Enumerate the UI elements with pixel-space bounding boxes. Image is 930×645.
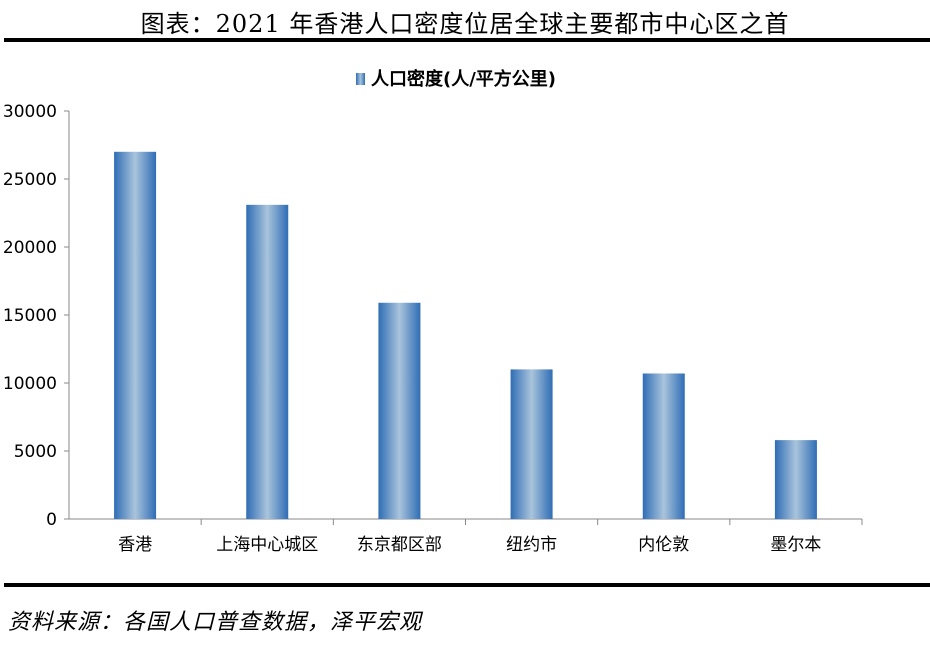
x-tick-label: 东京都区部 [357, 535, 442, 555]
x-tick-label: 纽约市 [506, 535, 557, 555]
y-tick-label: 25000 [3, 170, 57, 190]
bar [246, 204, 289, 519]
bar [378, 302, 421, 519]
x-tick-label: 墨尔本 [770, 535, 821, 555]
bar [510, 369, 553, 519]
y-tick-label: 15000 [3, 306, 57, 326]
legend-swatch [356, 73, 365, 85]
figure-title: 图表：2021 年香港人口密度位居全球主要都市中心区之首 [140, 10, 790, 38]
bottom-rule [4, 583, 930, 587]
y-tick-label: 0 [46, 510, 57, 530]
bar [774, 440, 817, 519]
y-tick-label: 20000 [3, 238, 57, 258]
chart-area: 0 5000 10000 15000 20000 25000 30000 香港 上海中心城区 东京… [0, 42, 930, 583]
y-tick-label: 5000 [14, 442, 57, 462]
y-tick-label: 10000 [3, 374, 57, 394]
x-tick-label: 香港 [118, 535, 152, 555]
y-tick-label: 30000 [3, 102, 57, 122]
x-tick-label: 内伦敦 [638, 535, 689, 555]
bar-chart: 0 5000 10000 15000 20000 25000 30000 香港 上海中心城区 东京… [3, 68, 863, 555]
legend-label: 人口密度(人/平方公里) [371, 68, 556, 90]
top-rule [4, 38, 930, 42]
x-tick-label: 上海中心城区 [216, 535, 318, 555]
bar [114, 151, 157, 520]
source-note: 资料来源：各国人口普查数据，泽平宏观 [8, 610, 423, 635]
bar [642, 373, 685, 519]
